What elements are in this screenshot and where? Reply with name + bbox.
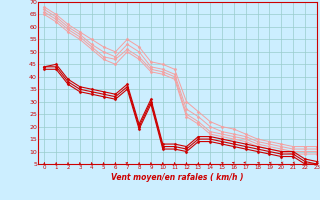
X-axis label: Vent moyen/en rafales ( km/h ): Vent moyen/en rafales ( km/h ) — [111, 173, 244, 182]
